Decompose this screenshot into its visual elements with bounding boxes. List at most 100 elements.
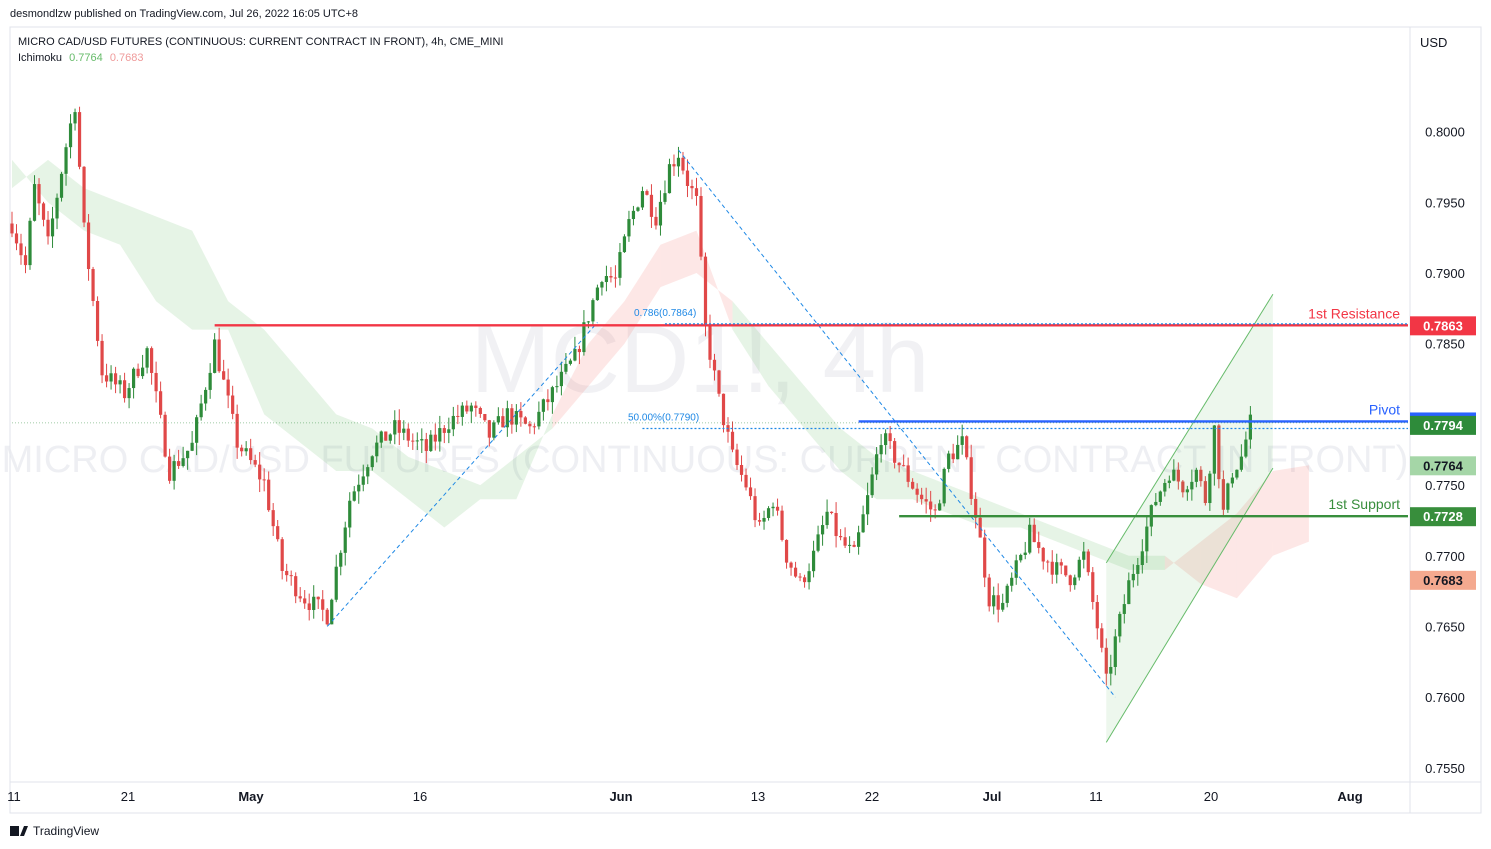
candle-body: [861, 514, 865, 533]
candle-body: [190, 442, 194, 451]
support-label: 1st Support: [1328, 496, 1400, 512]
price-axis[interactable]: 0.7794 0.7764 0.7683 0.8000 0.7950 0.7900 0.78…: [1410, 125, 1476, 776]
candle-body: [825, 511, 829, 526]
candle-body: [649, 194, 654, 217]
candle-body: [267, 479, 271, 511]
indicator-legend[interactable]: Ichimoku 0.7764 0.7683: [18, 52, 143, 64]
candle-body: [1032, 524, 1036, 543]
candle-body: [68, 123, 73, 148]
candle-body: [127, 388, 131, 399]
candle-body: [14, 233, 19, 244]
candle-body: [150, 348, 154, 373]
candle-body: [1239, 456, 1243, 470]
candle-body: [1203, 481, 1207, 504]
candle-body: [929, 501, 933, 510]
candle-body: [911, 481, 915, 489]
candle-body: [514, 411, 518, 425]
candle-body: [154, 372, 158, 392]
candle-body: [334, 566, 338, 600]
candle-body: [474, 405, 478, 409]
tradingview-logo[interactable]: TradingView: [10, 824, 99, 838]
y-tick-label: 0.7850: [1425, 337, 1465, 352]
candle-body: [82, 166, 86, 223]
candle-body: [109, 373, 113, 382]
support-price-text: 0.7728: [1423, 509, 1463, 524]
x-tick-label: 11: [1089, 789, 1103, 804]
candle-body: [541, 399, 545, 412]
symbol-watermark: MCD1!, 4h MICRO CAD/USD FUTURES (CONTINU…: [2, 306, 1409, 481]
candle-body: [204, 389, 208, 404]
candle-body: [1176, 469, 1180, 482]
candle-body: [253, 460, 257, 465]
y-tick-label: 0.7950: [1425, 195, 1465, 210]
ichimoku-a-box: [1410, 456, 1476, 476]
candle-body: [712, 359, 717, 371]
candle-body: [1167, 480, 1171, 483]
cloud-segment: [732, 301, 769, 387]
symbol-title[interactable]: MICRO CAD/USD FUTURES (CONTINUOUS: CURRE…: [18, 36, 504, 48]
cloud-segment: [840, 428, 877, 500]
candle-body: [807, 571, 811, 583]
y-tick-label: 0.7600: [1425, 690, 1465, 705]
candle-body: [361, 476, 365, 485]
cloud-segment: [84, 188, 121, 245]
indicator-value-a: 0.7764: [69, 52, 103, 64]
candle-body: [1082, 551, 1086, 560]
candle-body: [636, 207, 640, 211]
candle-body: [721, 393, 726, 426]
candle-body: [1005, 585, 1009, 603]
candle-body: [240, 447, 244, 452]
candle-body: [406, 428, 410, 441]
candle-body: [1181, 481, 1185, 493]
candle-body: [902, 465, 906, 467]
candle-body: [303, 598, 307, 604]
candle-body: [1091, 572, 1095, 602]
candle-body: [816, 534, 820, 551]
candle-body: [46, 219, 50, 237]
candle-body: [996, 595, 1000, 610]
candle-body: [564, 363, 568, 372]
candle-body: [870, 474, 874, 496]
candle-body: [739, 465, 744, 475]
candle-body: [884, 433, 888, 446]
candle-body: [681, 157, 685, 171]
candle-body: [50, 218, 55, 237]
candle-body: [793, 567, 798, 577]
candle-body: [537, 411, 541, 427]
candle-body: [433, 434, 437, 442]
cloud-segment: [516, 414, 553, 500]
cloud-segment: [408, 456, 445, 528]
candle-body: [595, 287, 600, 301]
channel-lower: [1105, 467, 1274, 743]
candle-body: [258, 464, 262, 480]
candle-body: [59, 173, 64, 198]
indicator-value-b: 0.7683: [109, 52, 144, 64]
candle-body: [762, 517, 766, 522]
time-axis[interactable]: 11 21 May 16 Jun 13 22 Jul 11 20 Aug: [7, 789, 1362, 804]
ichimoku-b-box: [1410, 570, 1476, 590]
candle-body: [676, 157, 681, 167]
candle-body: [438, 428, 442, 442]
resistance-price-box: [1410, 316, 1476, 336]
candle-body: [357, 484, 361, 492]
candle-body: [744, 474, 748, 488]
candle-body: [1172, 469, 1176, 481]
candle-body: [775, 506, 780, 511]
candle-body: [667, 164, 672, 194]
y-tick-label: 0.7900: [1425, 266, 1465, 281]
candle-body: [586, 321, 591, 323]
candle-body: [893, 441, 897, 463]
candle-body: [32, 184, 37, 221]
y-tick-label: 0.7650: [1425, 619, 1465, 634]
candle-body: [735, 449, 739, 466]
candle-body: [780, 510, 784, 540]
candle-body: [938, 503, 942, 511]
candle-body: [568, 360, 572, 364]
candle-body: [708, 325, 712, 360]
candle-body: [1208, 473, 1212, 504]
candle-body: [478, 408, 482, 414]
candle-body: [294, 576, 298, 597]
candle-body: [618, 252, 622, 278]
